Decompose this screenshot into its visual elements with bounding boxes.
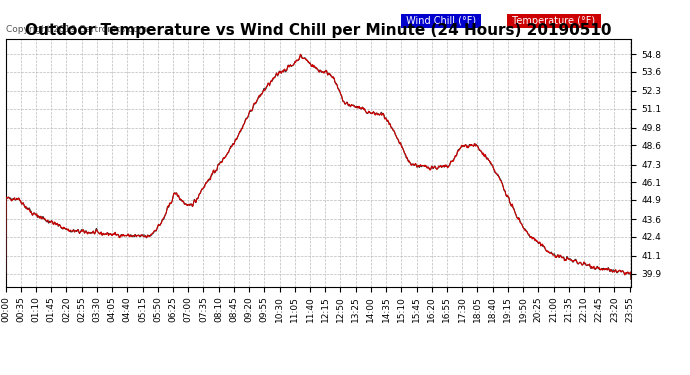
Text: Wind Chill (°F): Wind Chill (°F) bbox=[403, 16, 479, 26]
Title: Outdoor Temperature vs Wind Chill per Minute (24 Hours) 20190510: Outdoor Temperature vs Wind Chill per Mi… bbox=[26, 23, 611, 38]
Text: Temperature (°F): Temperature (°F) bbox=[509, 16, 598, 26]
Text: Copyright 2019 Cartronics.com: Copyright 2019 Cartronics.com bbox=[6, 26, 147, 34]
